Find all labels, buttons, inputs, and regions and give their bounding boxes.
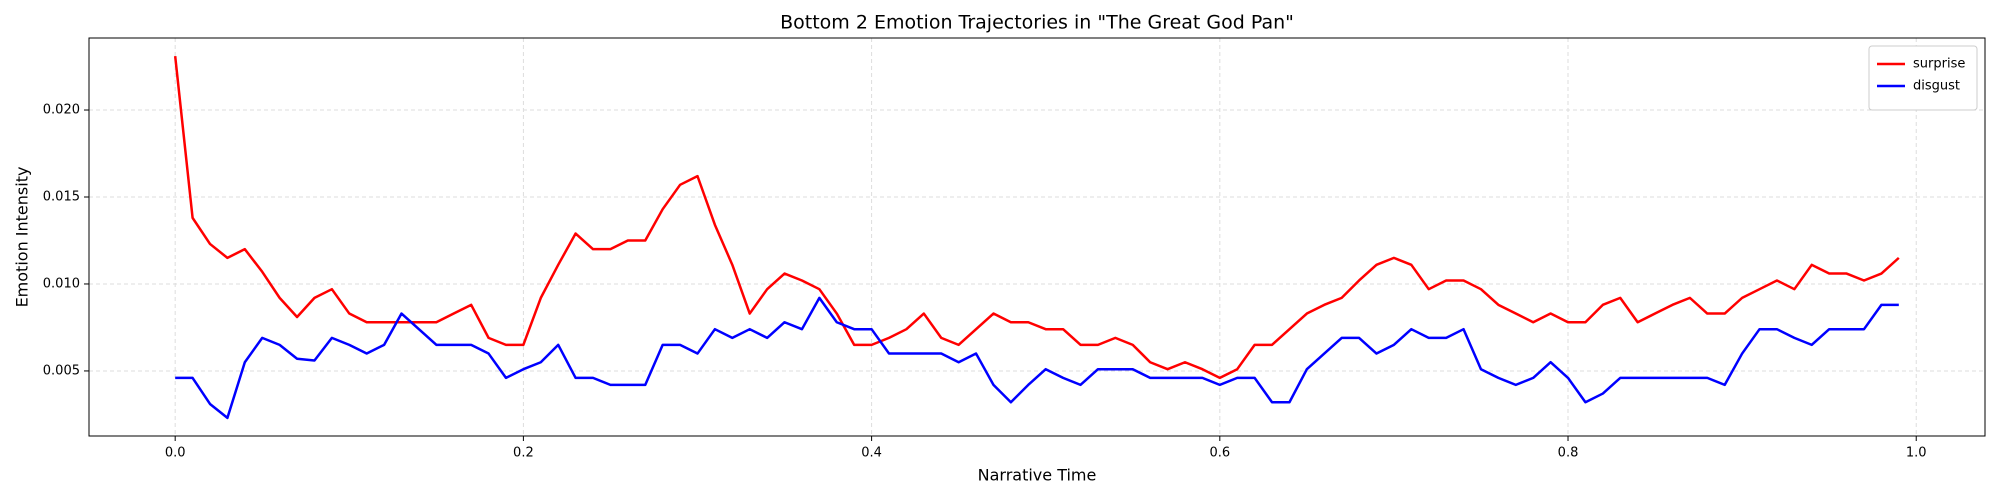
line-series	[175, 296, 1899, 420]
y-tick-label: 0.020	[43, 103, 80, 118]
plot-frame	[88, 37, 1986, 437]
y-tick-label: 0.010	[43, 276, 80, 291]
x-tick-label: 0.0	[165, 446, 186, 461]
x-tick-label: 0.6	[1209, 446, 1230, 461]
legend-box	[1868, 45, 1978, 111]
y-tick-label: 0.015	[43, 189, 80, 204]
y-axis-label: Emotion Intensity	[13, 167, 32, 308]
y-tick-label: 0.005	[43, 363, 80, 378]
chart-title: Bottom 2 Emotion Trajectories in "The Gr…	[780, 12, 1294, 34]
legend-label: disgust	[1913, 79, 1960, 94]
x-tick-label: 0.2	[513, 446, 534, 461]
line-series	[173, 55, 1900, 380]
x-tick-label: 0.8	[1558, 446, 1579, 461]
x-tick-label: 0.4	[861, 446, 882, 461]
x-tick-label: 1.0	[1906, 446, 1927, 461]
legend-label: surprise	[1913, 57, 1965, 72]
x-axis-label: Narrative Time	[978, 466, 1097, 485]
